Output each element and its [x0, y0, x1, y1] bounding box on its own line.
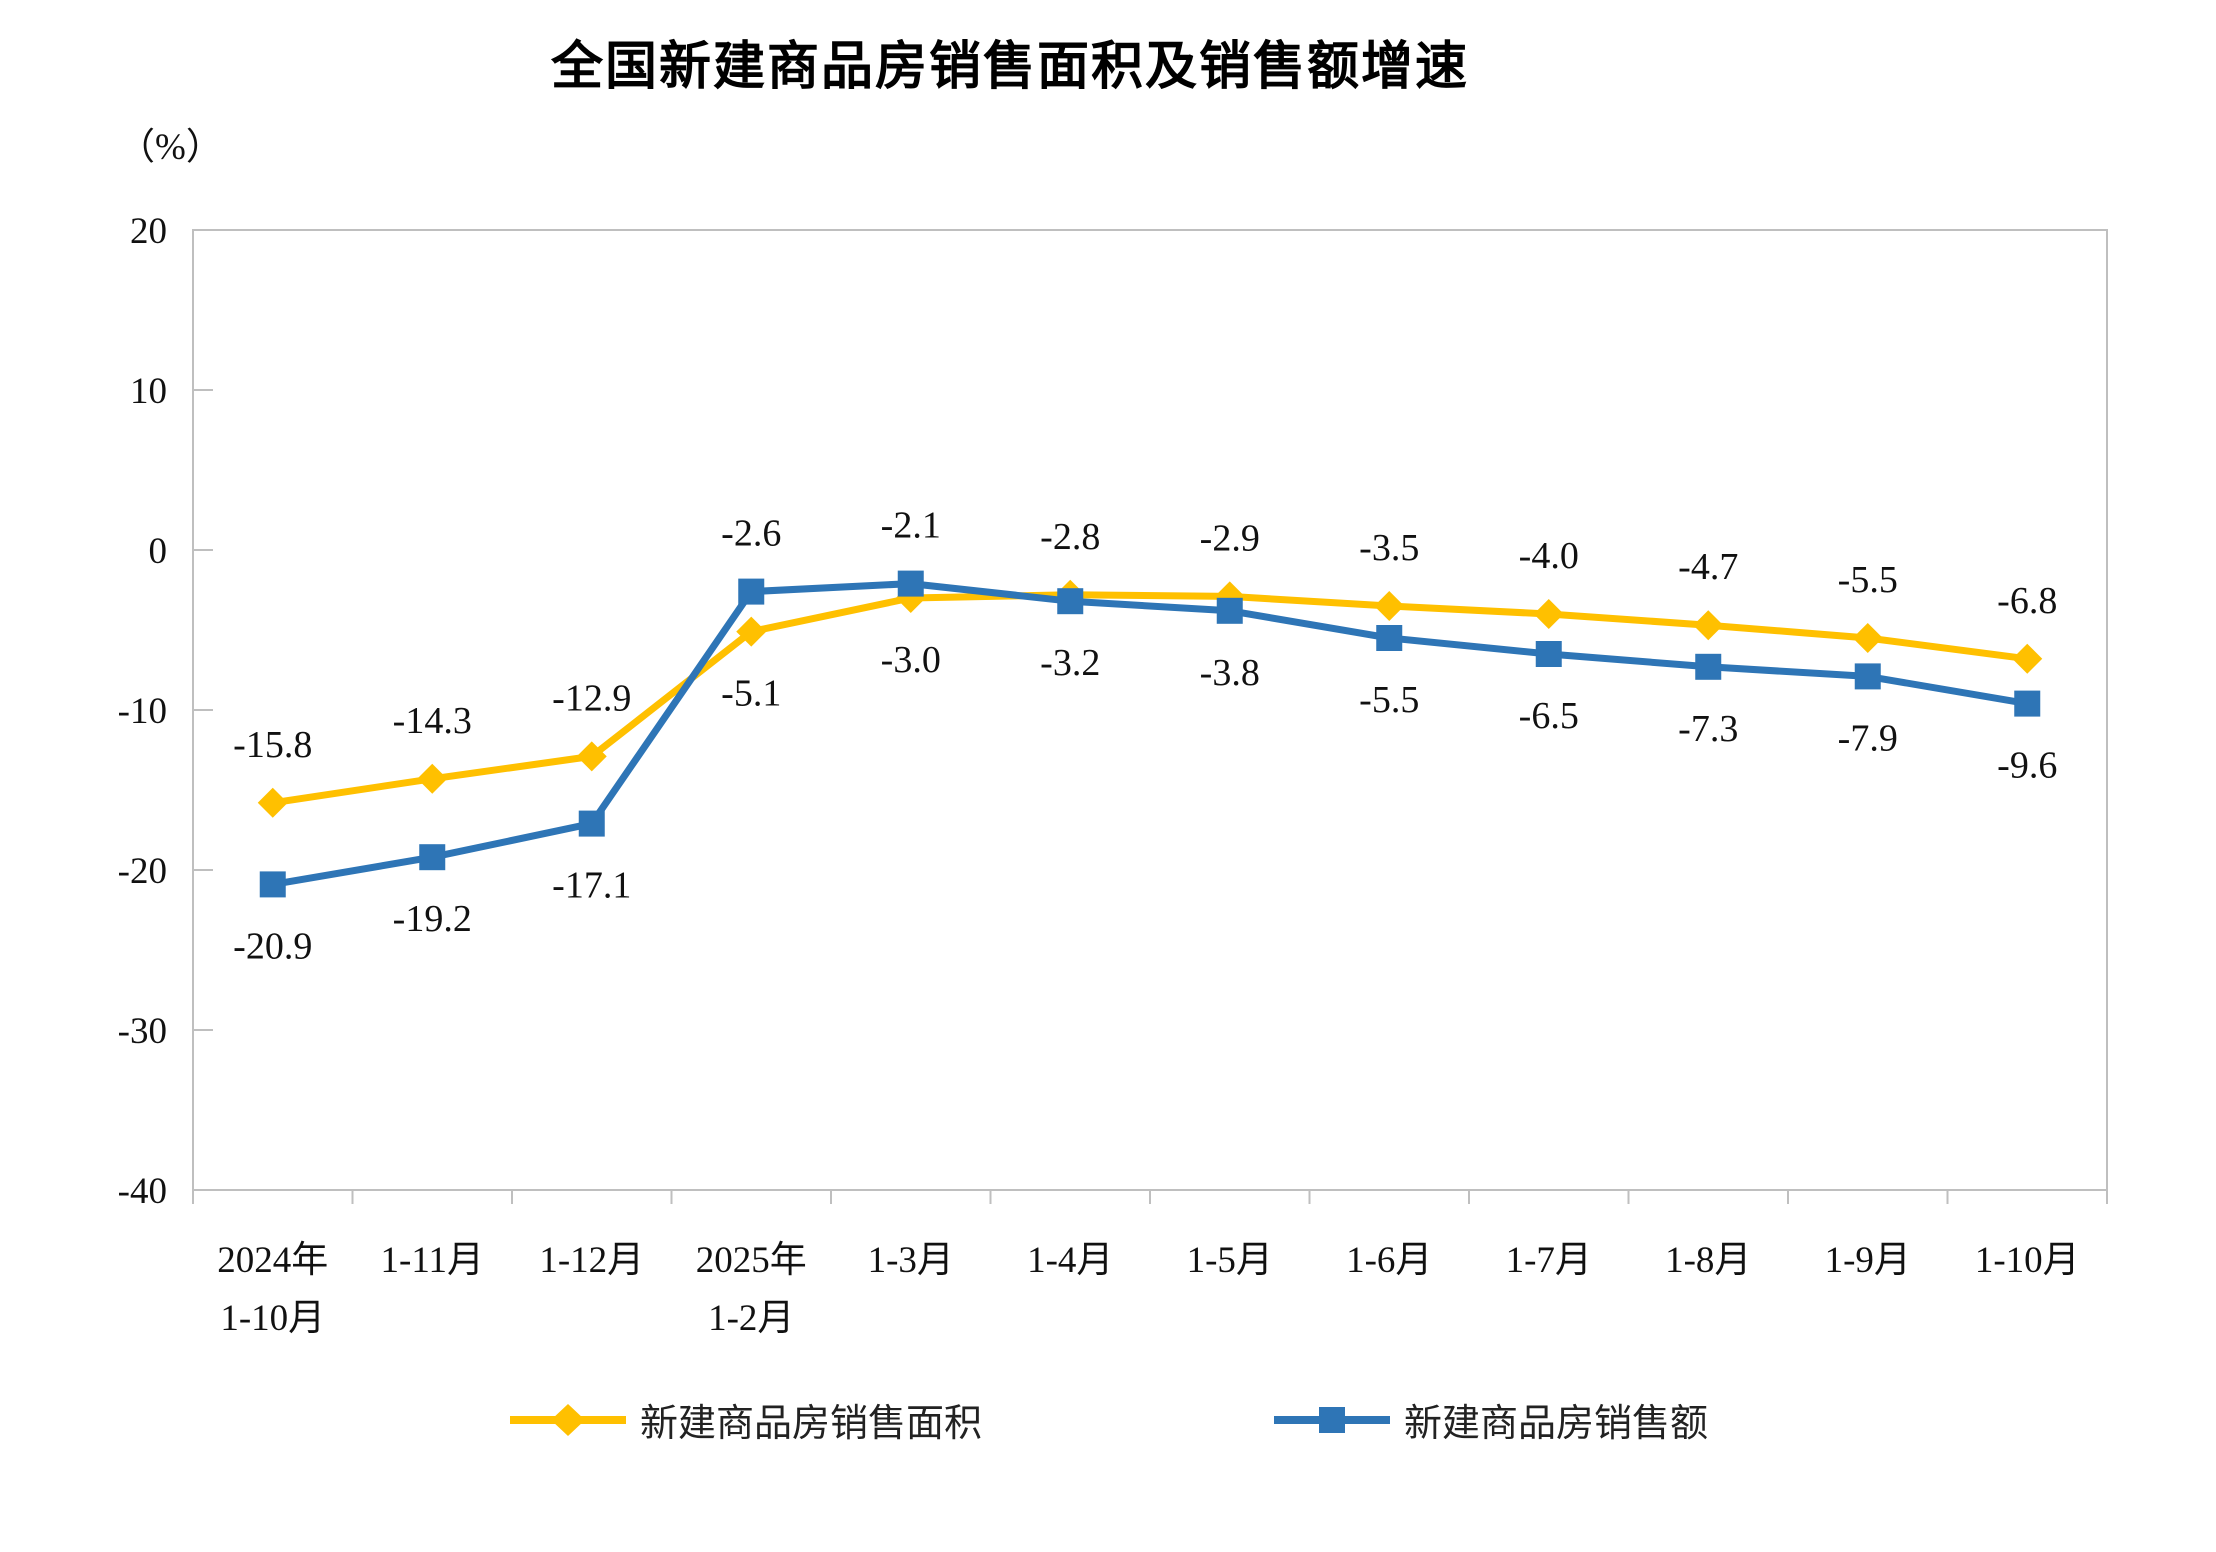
svg-text:-2.9: -2.9	[1200, 517, 1260, 559]
legend-marker-sales-amount-icon	[1274, 1406, 1390, 1433]
svg-text:-15.8: -15.8	[233, 724, 312, 766]
svg-text:1-8月: 1-8月	[1665, 1240, 1751, 1281]
legend: 新建商品房销售面积 新建商品房销售额	[0, 1392, 2216, 1447]
data-point-marker	[1374, 591, 1405, 621]
data-point-marker	[1852, 623, 1883, 653]
svg-text:-5.1: -5.1	[721, 673, 781, 715]
data-point-marker	[1854, 663, 1881, 690]
data-point-marker	[417, 763, 448, 794]
svg-text:-6.8: -6.8	[1997, 580, 2057, 622]
svg-text:-30: -30	[118, 1011, 167, 1052]
series-sales-amount-line	[259, 570, 2041, 898]
data-point-marker	[1695, 653, 1722, 680]
legend-item-sales-amount: 新建商品房销售额	[1272, 1392, 1708, 1447]
svg-text:-7.3: -7.3	[1678, 708, 1738, 750]
data-point-marker	[576, 741, 607, 772]
svg-text:1-10月: 1-10月	[1975, 1240, 2080, 1281]
svg-text:-9.6: -9.6	[1997, 745, 2057, 787]
data-point-marker	[1216, 597, 1243, 624]
data-point-marker	[2012, 643, 2043, 674]
data-point-marker	[1535, 641, 1562, 667]
svg-text:-19.2: -19.2	[393, 898, 472, 940]
svg-text:-7.9: -7.9	[1838, 717, 1898, 759]
svg-text:-40: -40	[118, 1171, 167, 1212]
data-point-marker	[257, 787, 288, 818]
chart-title: 全国新建商品房销售面积及销售额增速	[550, 38, 1469, 96]
series-sales-area-line	[257, 579, 2043, 818]
svg-text:-5.5: -5.5	[1359, 679, 1419, 721]
svg-text:-20.9: -20.9	[233, 925, 312, 967]
data-labels-sales-area: -15.8 -14.3 -12.9 -5.1 -3.0 -2.8 -2.9 -3.5 -4.0 -…	[233, 516, 2057, 766]
data-point-marker	[736, 616, 767, 647]
data-point-marker	[1057, 588, 1084, 615]
svg-text:1-3月: 1-3月	[868, 1240, 954, 1281]
y-axis-unit-label: （%）	[118, 127, 223, 168]
svg-text:-20: -20	[118, 851, 167, 892]
svg-text:1-12月: 1-12月	[539, 1240, 644, 1281]
y-axis: 20 10 0 -10 -20 -30 -40	[118, 211, 213, 1212]
data-point-marker	[419, 844, 446, 871]
data-point-marker	[2014, 690, 2041, 717]
svg-text:1-9月: 1-9月	[1825, 1240, 1911, 1281]
svg-text:1-7月: 1-7月	[1506, 1240, 1592, 1281]
svg-text:-17.1: -17.1	[552, 865, 631, 907]
svg-text:-4.0: -4.0	[1519, 535, 1579, 577]
svg-text:-14.3: -14.3	[393, 700, 472, 742]
data-point-marker	[259, 871, 286, 898]
data-labels-sales-amount: -20.9-19.2-17.1-2.6 -2.1-3.2 -3.8-5.5 -6.5-…	[233, 505, 2057, 968]
data-point-marker	[897, 570, 924, 597]
svg-text:-6.5: -6.5	[1519, 695, 1579, 737]
svg-text:1-11月: 1-11月	[381, 1240, 484, 1281]
legend-marker-sales-area-icon	[509, 1403, 626, 1436]
svg-text:0: 0	[149, 531, 168, 572]
data-point-marker	[1693, 610, 1724, 641]
svg-text:-2.6: -2.6	[721, 513, 781, 555]
svg-text:1-6月: 1-6月	[1346, 1240, 1432, 1281]
svg-text:-2.8: -2.8	[1040, 516, 1100, 558]
svg-text:10: 10	[130, 371, 167, 412]
svg-text:-10: -10	[118, 691, 167, 732]
svg-text:-4.7: -4.7	[1678, 546, 1738, 588]
svg-text:1-5月: 1-5月	[1187, 1240, 1273, 1281]
svg-text:-3.2: -3.2	[1040, 642, 1100, 684]
x-axis: 2024年 1-10月 1-11月 1-12月 2025年 1-2月 1-3月 1-4月 1-5…	[192, 1190, 2108, 1339]
data-point-marker	[738, 578, 765, 605]
svg-text:-3.0: -3.0	[881, 639, 941, 681]
data-point-marker	[578, 810, 605, 837]
svg-text:-5.5: -5.5	[1838, 559, 1898, 601]
svg-text:-3.5: -3.5	[1359, 527, 1419, 569]
data-point-marker	[1533, 599, 1564, 629]
legend-label-sales-area: 新建商品房销售面积	[639, 1403, 982, 1445]
legend-item-sales-area: 新建商品房销售面积	[508, 1392, 982, 1447]
svg-text:-3.8: -3.8	[1200, 652, 1260, 694]
svg-text:-2.1: -2.1	[881, 505, 941, 547]
plot-border	[192, 229, 2108, 1191]
legend-label-sales-amount: 新建商品房销售额	[1404, 1403, 1709, 1445]
svg-text:-12.9: -12.9	[552, 677, 631, 719]
data-point-marker	[1376, 625, 1403, 651]
svg-text:20: 20	[130, 211, 167, 252]
svg-text:1-4月: 1-4月	[1027, 1240, 1113, 1281]
